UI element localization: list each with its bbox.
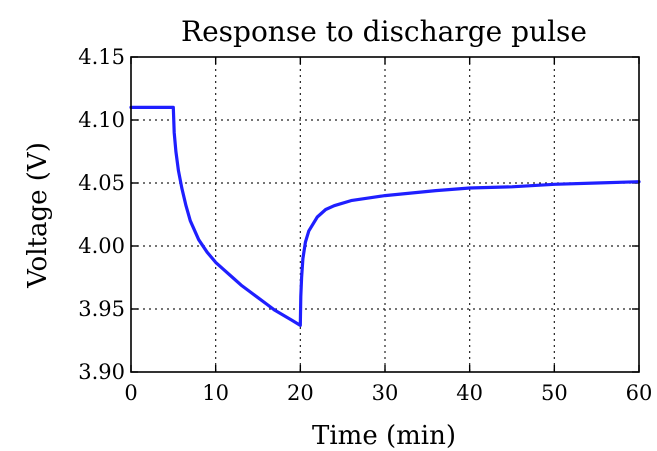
- y-axis-label: Voltage (V): [23, 142, 53, 289]
- y-tick-label: 3.90: [78, 360, 125, 384]
- chart-title: Response to discharge pulse: [181, 15, 587, 48]
- y-tick-label: 4.15: [78, 45, 125, 69]
- x-tick-label: 50: [541, 381, 568, 405]
- y-tick-labels: 3.90 3.95 4.00 4.05 4.10 4.15: [78, 45, 125, 384]
- x-tick-label: 60: [626, 381, 653, 405]
- y-tick-label: 4.00: [78, 234, 125, 258]
- x-axis-label: Time (min): [312, 421, 456, 451]
- x-tick-labels: 0 10 20 30 40 50 60: [124, 381, 652, 405]
- x-tick-label: 40: [456, 381, 483, 405]
- x-tick-label: 20: [287, 381, 314, 405]
- series-layer: [129, 105, 641, 327]
- x-tick-label: 30: [372, 381, 399, 405]
- y-tick-label: 3.95: [78, 297, 125, 321]
- grid-lines: [131, 57, 639, 372]
- series-line: [129, 105, 641, 327]
- y-tick-label: 4.10: [78, 108, 125, 132]
- plot-frame: [130, 56, 640, 373]
- y-tick-label: 4.05: [78, 171, 125, 195]
- x-tick-label: 10: [202, 381, 229, 405]
- x-tick-label: 0: [124, 381, 137, 405]
